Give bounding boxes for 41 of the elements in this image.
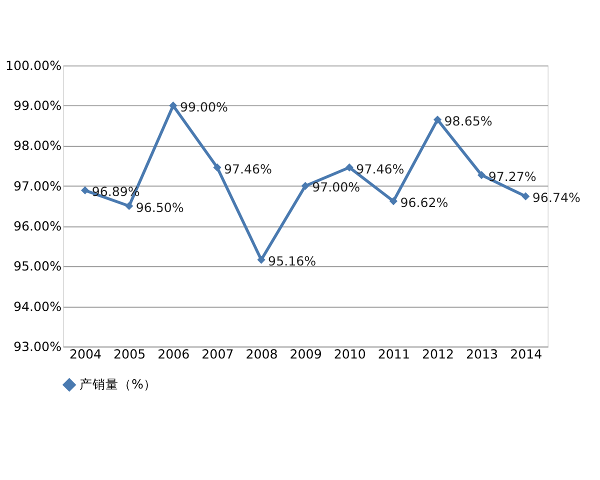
point bbox=[301, 182, 310, 190]
y-tick-label: 97.00% bbox=[14, 178, 62, 194]
y-tick-label: 99.00% bbox=[14, 98, 62, 113]
data-label: 97.46% bbox=[224, 161, 272, 176]
point bbox=[213, 163, 222, 172]
x-tick-label: 2012 bbox=[422, 346, 454, 362]
point bbox=[80, 186, 90, 194]
y-tick-label: 98.00% bbox=[14, 138, 62, 154]
data-label: 95.16% bbox=[268, 254, 316, 269]
x-tick-label: 2010 bbox=[334, 346, 366, 362]
x-tick-label: 2007 bbox=[202, 346, 234, 362]
y-tick-label: 93.00% bbox=[14, 338, 62, 354]
point bbox=[433, 116, 442, 124]
point bbox=[125, 202, 134, 210]
x-tick-label: 2006 bbox=[158, 346, 190, 362]
y-tick-label: 94.00% bbox=[14, 298, 62, 314]
x-tick-label: 2013 bbox=[466, 346, 498, 362]
data-label: 96.74% bbox=[532, 190, 580, 206]
point bbox=[522, 192, 530, 200]
point bbox=[257, 256, 266, 264]
data-label: 96.62% bbox=[400, 194, 448, 210]
x-tick-label: 2004 bbox=[69, 346, 102, 362]
y-tick-label: 96.00% bbox=[14, 218, 62, 234]
point bbox=[478, 171, 486, 180]
point bbox=[389, 197, 398, 206]
data-label: 99.00% bbox=[180, 99, 228, 114]
x-tick-label: 2008 bbox=[246, 346, 278, 362]
point bbox=[169, 102, 178, 110]
data-label: 97.00% bbox=[312, 180, 360, 195]
x-tick-label: 2009 bbox=[290, 346, 322, 362]
data-label: 98.65% bbox=[444, 113, 492, 128]
y-tick-label: 95.00% bbox=[14, 258, 62, 274]
x-tick-label: 2011 bbox=[378, 346, 410, 362]
legend-label: 产销量（%） bbox=[79, 376, 156, 392]
y-tick-label: 100.00% bbox=[6, 58, 62, 73]
data-label: 97.27% bbox=[488, 168, 536, 184]
data-label: 96.50% bbox=[136, 200, 184, 215]
x-tick-label: 2005 bbox=[114, 346, 146, 362]
data-label: 97.46% bbox=[356, 161, 404, 176]
point bbox=[345, 163, 354, 172]
x-tick-label: 2014 bbox=[510, 346, 542, 362]
